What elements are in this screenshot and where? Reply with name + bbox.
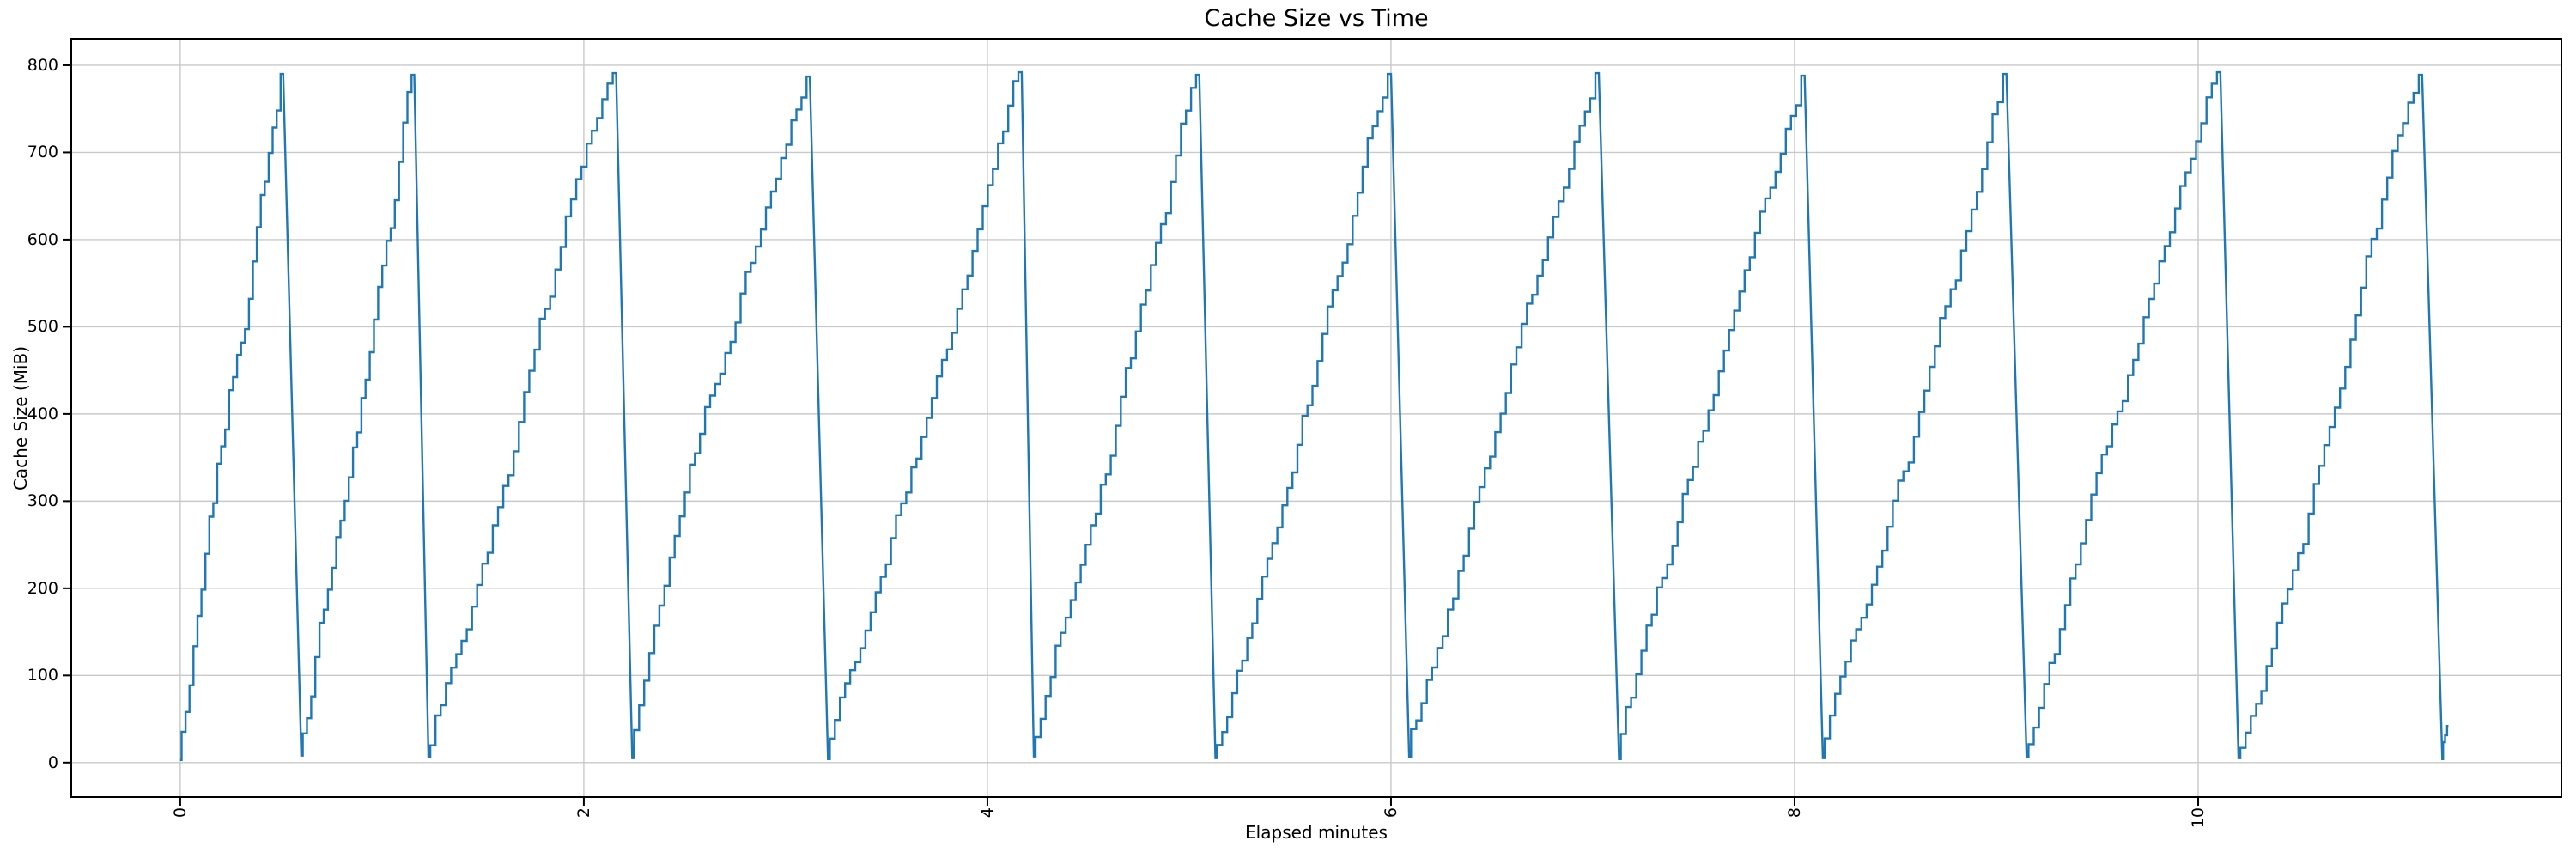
- chart-title: Cache Size vs Time: [1204, 5, 1429, 32]
- x-tick-label: 0: [170, 807, 190, 819]
- x-tick-label: 8: [1784, 807, 1804, 819]
- y-tick-label: 400: [27, 404, 58, 423]
- y-tick-label: 200: [27, 578, 58, 598]
- x-tick-label: 10: [2188, 807, 2208, 829]
- x-axis-label: Elapsed minutes: [1245, 822, 1388, 843]
- y-tick-label: 100: [27, 666, 58, 685]
- plot-border: [70, 38, 2562, 798]
- x-tick-label: 4: [977, 807, 997, 819]
- y-tick-label: 600: [27, 229, 58, 249]
- y-tick-label: 500: [27, 317, 58, 337]
- x-tick-label: 6: [1381, 807, 1400, 819]
- y-tick-label: 800: [27, 55, 58, 75]
- y-tick-label: 700: [27, 143, 58, 162]
- series-line-cache-size: [179, 70, 2449, 761]
- y-tick-label: 300: [27, 491, 58, 511]
- y-tick-label: 0: [47, 752, 58, 772]
- x-tick-label: 2: [574, 807, 593, 819]
